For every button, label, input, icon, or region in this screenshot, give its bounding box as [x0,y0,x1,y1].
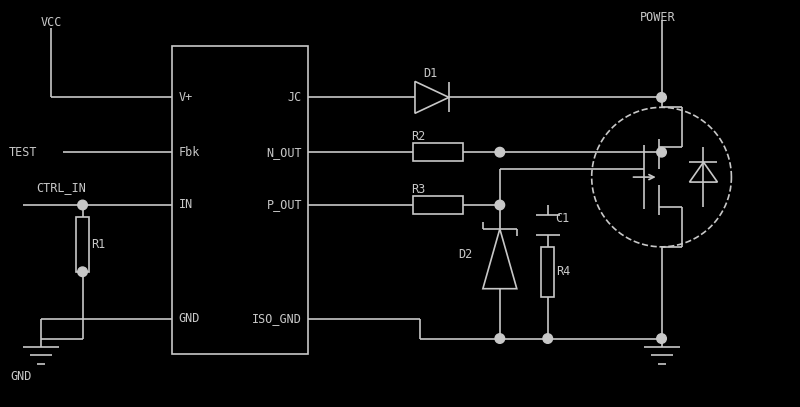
Bar [413,143,463,161]
Text: GND: GND [178,312,200,325]
Text: CTRL_IN: CTRL_IN [37,181,86,194]
Text: R1: R1 [91,238,106,251]
Text: TEST: TEST [9,146,37,159]
Circle shape [495,334,505,344]
Circle shape [657,334,666,344]
Text: D1: D1 [423,67,438,80]
Bar [172,46,308,354]
Bar [76,217,89,272]
Text: C1: C1 [556,212,570,225]
Text: POWER: POWER [639,11,675,24]
Circle shape [78,267,87,276]
Text: R4: R4 [556,265,570,278]
Text: R3: R3 [411,183,426,195]
Text: D2: D2 [458,248,472,261]
Text: Fbk: Fbk [178,146,200,159]
Text: V+: V+ [178,91,193,104]
Bar [542,247,554,297]
Text: IN: IN [178,199,193,212]
Text: GND: GND [10,370,32,383]
Text: N_OUT: N_OUT [266,146,302,159]
Circle shape [495,147,505,157]
Bar [413,196,463,214]
Text: ISO_GND: ISO_GND [252,312,302,325]
Text: R2: R2 [411,130,426,143]
Circle shape [657,147,666,157]
Circle shape [543,334,553,344]
Text: P_OUT: P_OUT [266,199,302,212]
Circle shape [495,200,505,210]
Circle shape [657,92,666,102]
Circle shape [78,200,87,210]
Text: VCC: VCC [41,16,62,29]
Text: JC: JC [288,91,302,104]
